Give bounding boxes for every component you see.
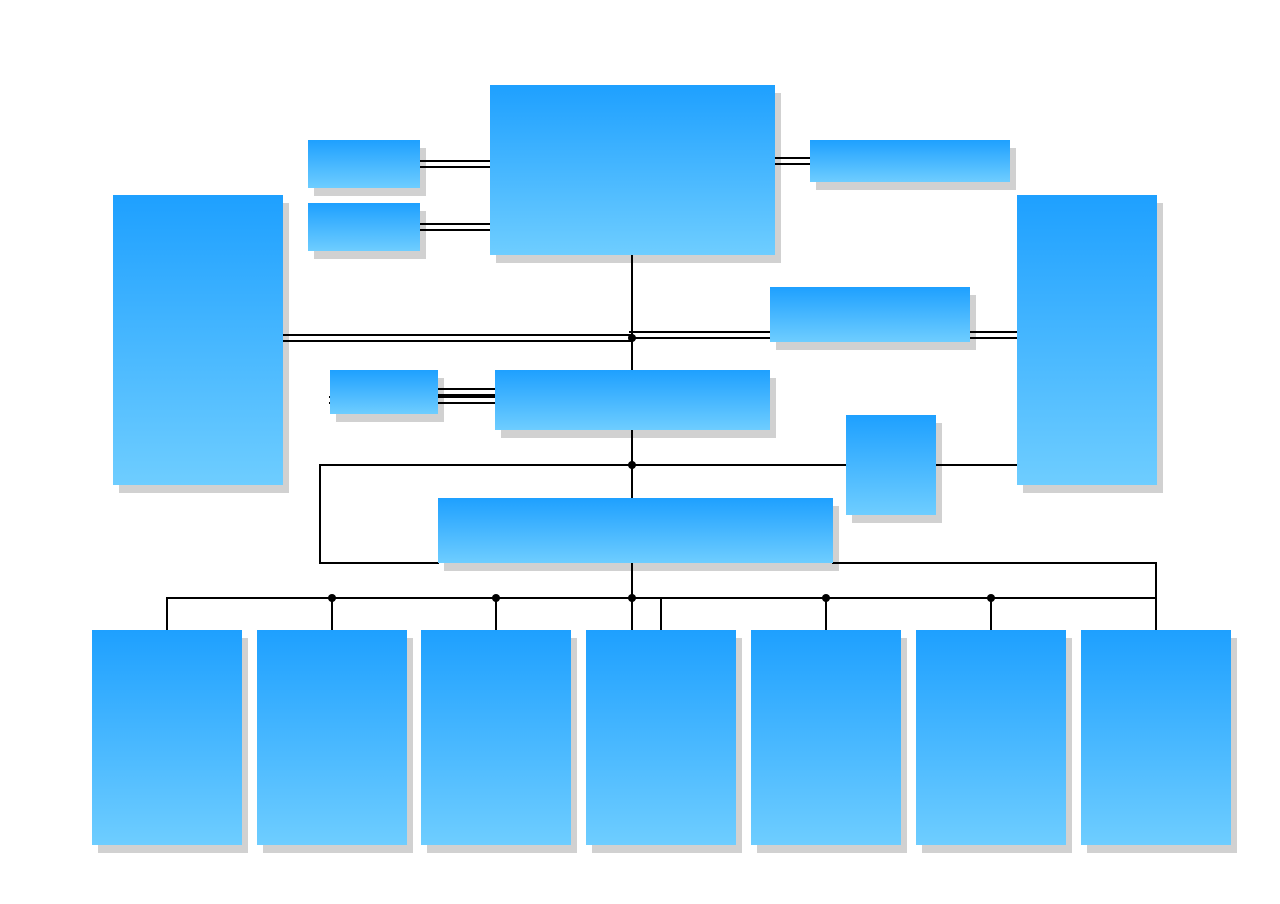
node-face: [770, 287, 970, 342]
node-face: [438, 498, 833, 563]
node-leaf_2: [257, 630, 407, 845]
node-top_small_a: [308, 140, 420, 188]
node-leaf_1: [92, 630, 242, 845]
node-face: [421, 630, 571, 845]
node-mid_right_bar: [770, 287, 970, 342]
node-face: [308, 140, 420, 188]
node-face: [257, 630, 407, 845]
node-leaf_4: [586, 630, 736, 845]
node-right_tall: [1017, 195, 1157, 485]
node-face: [586, 630, 736, 845]
node-face: [916, 630, 1066, 845]
node-face: [92, 630, 242, 845]
node-top_main: [490, 85, 775, 255]
node-leaf_6: [916, 630, 1066, 845]
node-leaf_3: [421, 630, 571, 845]
node-face: [330, 370, 438, 414]
node-wide_bar: [438, 498, 833, 563]
node-face: [490, 85, 775, 255]
node-face: [810, 140, 1010, 182]
node-face: [846, 415, 936, 515]
node-face: [751, 630, 901, 845]
node-face: [308, 203, 420, 251]
org-chart-diagram: [0, 0, 1280, 904]
node-face: [495, 370, 770, 430]
node-face: [1017, 195, 1157, 485]
node-top_small_b: [308, 203, 420, 251]
node-mid_left_small: [330, 370, 438, 414]
node-mid_center: [495, 370, 770, 430]
node-leaf_5: [751, 630, 901, 845]
node-mid_square: [846, 415, 936, 515]
node-top_right_bar: [810, 140, 1010, 182]
node-left_tall: [113, 195, 283, 485]
node-leaf_7: [1081, 630, 1231, 845]
node-face: [1081, 630, 1231, 845]
node-face: [113, 195, 283, 485]
